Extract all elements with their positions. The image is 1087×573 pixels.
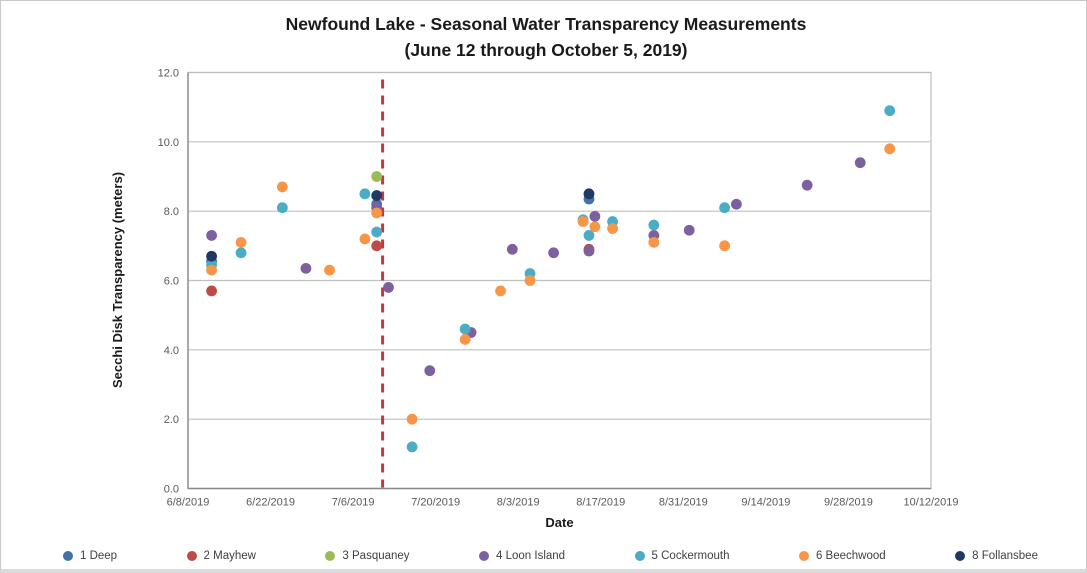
x-tick-label: 10/12/2019: [903, 497, 958, 509]
chart-subtitle: (June 12 through October 5, 2019): [404, 40, 688, 60]
legend-item: 6 Beechwood: [798, 550, 886, 562]
y-tick-label: 8.0: [164, 206, 179, 218]
legend-item: 3 Pasquaney: [325, 550, 410, 562]
data-point: [583, 230, 595, 241]
legend-marker-icon: [63, 551, 73, 561]
data-point: [801, 179, 813, 191]
data-point: [719, 202, 731, 214]
legend: 1 Deep 2 Mayhew 3 Pasquaney 4 Loon Island 5 …: [63, 550, 1038, 562]
data-point: [459, 334, 471, 345]
data-point: [731, 198, 742, 210]
legend-marker-icon: [634, 551, 645, 561]
data-point: [589, 210, 601, 222]
data-point: [383, 282, 394, 293]
legend-marker-icon: [955, 551, 966, 561]
legend-item: 4 Loon Island: [479, 550, 565, 562]
data-point: [854, 157, 866, 169]
legend-marker-icon: [798, 551, 809, 561]
data-point: [235, 247, 247, 259]
y-tick-label: 0.0: [164, 484, 179, 496]
data-point: [324, 264, 335, 276]
x-tick-label: 9/14/2019: [741, 497, 790, 509]
data-point: [406, 413, 418, 425]
data-point: [719, 240, 731, 252]
x-axis-title: Date: [545, 515, 574, 530]
data-point: [206, 250, 217, 262]
legend-label: 5 Cockermouth: [651, 550, 730, 562]
data-point: [206, 264, 217, 276]
data-point: [371, 207, 383, 219]
x-tick-label: 7/20/2019: [411, 497, 460, 509]
data-point: [276, 202, 288, 214]
data-point: [583, 188, 595, 200]
legend-label: 6 Beechwood: [815, 550, 886, 562]
data-point: [583, 245, 595, 257]
y-tick-label: 2.0: [164, 414, 179, 426]
legend-label: 3 Pasquaney: [342, 550, 410, 562]
legend-marker-icon: [479, 551, 490, 561]
chart-title: Newfound Lake - Seasonal Water Transpare…: [285, 14, 807, 34]
x-tick-label: 6/8/2019: [167, 497, 210, 509]
data-point: [548, 247, 560, 259]
data-point: [607, 223, 618, 234]
x-tick-label: 6/22/2019: [246, 497, 295, 509]
data-point: [524, 275, 536, 286]
data-point: [495, 285, 506, 297]
data-point: [206, 230, 217, 241]
y-tick-label: 10.0: [158, 137, 179, 149]
chart-title-block: Newfound Lake - Seasonal Water Transpare…: [121, 11, 971, 63]
data-point: [371, 171, 383, 182]
legend-item: 5 Cockermouth: [634, 550, 730, 562]
x-tick-label: 8/3/2019: [497, 497, 540, 509]
data-point: [459, 323, 471, 335]
legend-label: 1 Deep: [80, 550, 118, 562]
legend-label: 2 Mayhew: [203, 550, 256, 562]
data-point: [884, 143, 896, 155]
x-tick-label: 8/17/2019: [576, 497, 625, 509]
data-point: [589, 221, 601, 233]
data-point: [577, 216, 589, 227]
data-point: [648, 219, 660, 231]
legend-label: 4 Loon Island: [496, 550, 566, 562]
data-point: [884, 105, 896, 117]
data-point: [371, 240, 383, 252]
data-point: [424, 365, 436, 377]
data-point: [235, 236, 247, 248]
data-point: [206, 285, 217, 297]
legend-item: 2 Mayhew: [186, 550, 256, 562]
legend-item: 1 Deep: [63, 550, 117, 562]
legend-label: 8 Follansbee: [972, 550, 1038, 562]
data-point: [359, 233, 371, 245]
x-tick-label: 9/28/2019: [824, 497, 873, 509]
y-tick-label: 12.0: [158, 68, 179, 80]
x-tick-label: 8/31/2019: [659, 497, 708, 509]
data-point: [506, 243, 518, 255]
data-point: [683, 224, 695, 236]
data-point: [300, 262, 312, 274]
y-tick-label: 4.0: [164, 345, 179, 357]
data-point: [371, 226, 383, 238]
data-point: [648, 236, 660, 248]
legend-item: 8 Follansbee: [955, 550, 1038, 562]
data-point: [276, 181, 288, 193]
data-point: [406, 441, 418, 453]
legend-marker-icon: [186, 551, 197, 561]
legend-marker-icon: [325, 551, 336, 561]
y-tick-label: 6.0: [164, 276, 179, 288]
data-point: [371, 190, 383, 201]
data-point: [359, 188, 371, 200]
x-tick-label: 7/6/2019: [332, 497, 375, 509]
